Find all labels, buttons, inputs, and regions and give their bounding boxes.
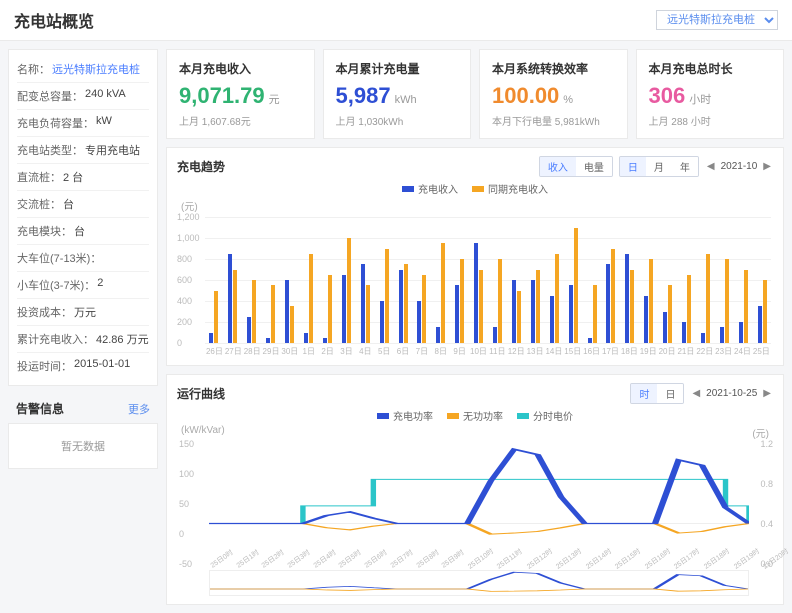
trend-date: 2021-10 [721,161,758,172]
curve-title: 运行曲线 [177,385,225,402]
kpi-card: 本月充电总时长306小时上月 288 小时 [636,49,785,139]
page-title: 充电站概览 [14,8,94,32]
info-row: 投资成本：万元 [17,299,149,326]
info-row: 投运时间：2015-01-01 [17,353,149,379]
station-select[interactable]: 远光特斯拉充电桩 [656,10,778,30]
prev-icon[interactable]: ◀ [705,161,717,172]
curve-period-toggle[interactable]: 时日 [630,383,684,404]
trend-date-nav: ◀ 2021-10 ▶ [705,161,773,172]
alarm-more-link[interactable]: 更多 [128,401,150,417]
info-row: 直流桩：2 台 [17,164,149,191]
trend-metric-toggle[interactable]: 收入电量 [539,156,613,177]
info-row: 大车位(7-13米)： [17,245,149,272]
alarm-empty: 暂无数据 [8,423,158,469]
alarm-panel: 告警信息 更多 暂无数据 [8,394,158,469]
info-row: 配变总容量：240 kVA [17,83,149,110]
info-row: 小车位(3-7米)：2 [17,272,149,299]
info-row: 累计充电收入：42.86 万元 [17,326,149,353]
alarm-title: 告警信息 [16,400,64,417]
curve-right-unit: (元) [752,425,769,440]
next-icon[interactable]: ▶ [761,388,773,399]
kpi-card: 本月系统转换效率100.00%本月下行电量 5,981kWh [479,49,628,139]
info-row: 充电模块：台 [17,218,149,245]
next-icon[interactable]: ▶ [761,161,773,172]
trend-period-toggle[interactable]: 日月年 [619,156,699,177]
kpi-card: 本月充电收入9,071.79元上月 1,607.68元 [166,49,315,139]
prev-icon[interactable]: ◀ [690,388,702,399]
page-header: 充电站概览 远光特斯拉充电桩 [0,0,792,41]
curve-overview[interactable] [209,570,749,596]
curve-date: 2021-10-25 [706,388,757,399]
curve-card: 运行曲线 时日 ◀ 2021-10-25 ▶ 充电功率无功功率分时电价 (kW/… [166,374,784,605]
trend-yunit: (元) [181,198,773,213]
curve-line-chart: -500501001500.00.40.81.2 25日0时25日1时25日2时… [209,444,749,564]
kpi-row: 本月充电收入9,071.79元上月 1,607.68元本月累计充电量5,987k… [166,49,784,139]
info-row: 交流桩：台 [17,191,149,218]
trend-legend: 充电收入同期充电收入 [177,181,773,196]
info-row: 名称：远光特斯拉充电桩 [17,56,149,83]
trend-card: 充电趋势 收入电量 日月年 ◀ 2021-10 ▶ 充电收入同期充电收入 (元)… [166,147,784,366]
trend-bar-chart: 02004006008001,0001,20026日27日28日29日30日1日… [205,217,771,357]
station-info-panel: 名称：远光特斯拉充电桩配变总容量：240 kVA充电负荷容量：kW充电站类型：专… [8,49,158,386]
info-row: 充电负荷容量：kW [17,110,149,137]
info-row: 充电站类型：专用充电站 [17,137,149,164]
curve-left-unit: (kW/kVar) [181,425,225,440]
trend-title: 充电趋势 [177,158,225,175]
curve-legend: 充电功率无功功率分时电价 [177,408,773,423]
curve-date-nav: ◀ 2021-10-25 ▶ [690,388,773,399]
kpi-card: 本月累计充电量5,987kWh上月 1,030kWh [323,49,472,139]
